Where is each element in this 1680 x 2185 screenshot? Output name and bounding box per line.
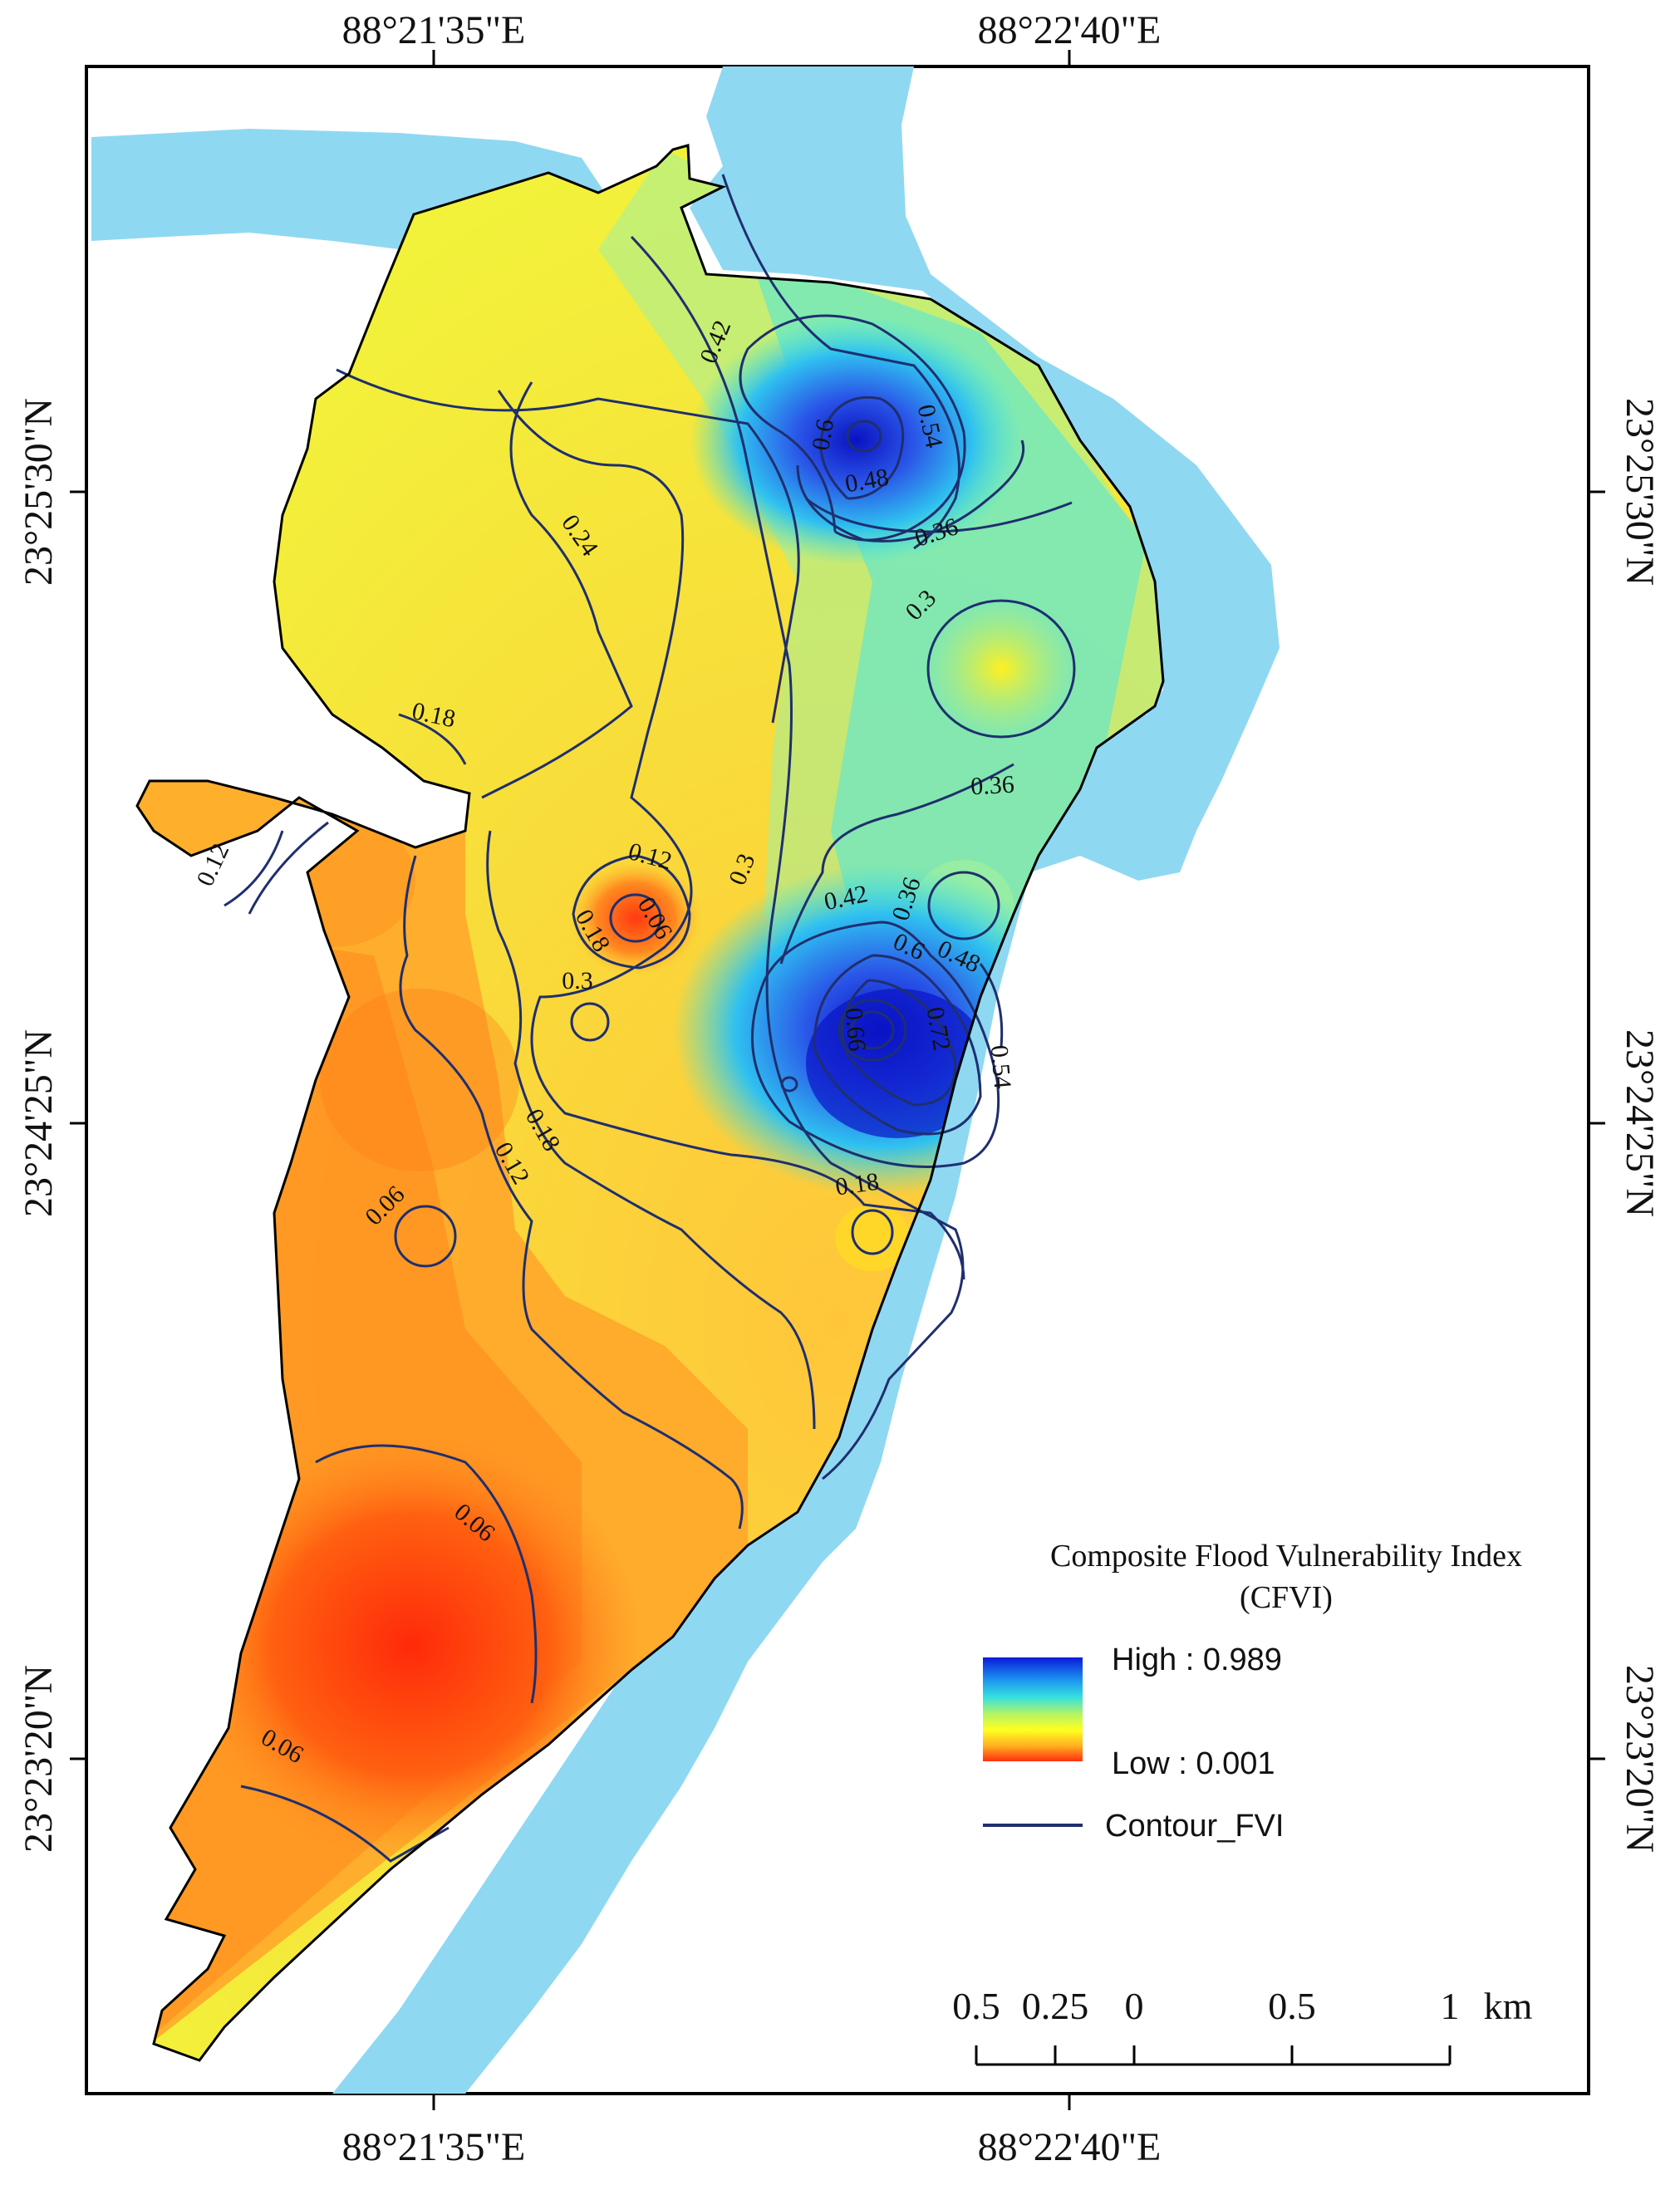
contour-label: 0.3 [562,967,593,994]
lat-label-right-mid: 23°24'25"N [1618,1029,1662,1217]
lon-label-top-right: 88°22'40"E [978,8,1162,52]
lon-label-bottom-left: 88°21'35"E [342,2125,526,2169]
legend: Composite Flood Vulnerability Index (CFV… [983,1539,1522,1844]
lat-label-left-bottom: 23°23'20"N [17,1665,61,1853]
legend-high-label: High : 0.989 [1112,1642,1282,1677]
lat-label-right-top: 23°25'30"N [1618,398,1662,586]
scale-label-0-25: 0.25 [1022,1985,1089,2027]
graticule-ticks [70,50,1605,2110]
legend-color-ramp [983,1657,1083,1761]
legend-title-line2: (CFVI) [1240,1580,1333,1615]
scale-label-1: 1 [1441,1985,1460,2027]
contour-label: 0.18 [833,1168,881,1201]
scale-label-0-5: 0.5 [1268,1985,1316,2027]
legend-title-line1: Composite Flood Vulnerability Index [1050,1539,1522,1574]
scale-bar: 0.5 0.25 0 0.5 1 km [952,1985,1533,2066]
lat-label-left-top: 23°25'30"N [17,398,61,586]
scale-label-0-5-left: 0.5 [952,1985,1000,2027]
lat-label-left-mid: 23°24'25"N [17,1029,61,1217]
legend-contour-label: Contour_FVI [1105,1809,1284,1844]
contour-label: 0.6 [807,417,839,453]
lon-label-top-left: 88°21'35"E [342,8,526,52]
contour-label: 0.66 [840,1007,871,1053]
scale-label-unit: km [1484,1985,1533,2027]
lat-label-right-bottom: 23°23'20"N [1618,1665,1662,1853]
scale-label-0: 0 [1125,1985,1144,2027]
contour-lines [224,174,1076,1863]
contour-label: 0.36 [970,771,1014,801]
contour-label: 0.54 [985,1044,1016,1090]
lon-label-bottom-right: 88°22'40"E [978,2125,1162,2169]
legend-low-label: Low : 0.001 [1112,1746,1275,1781]
